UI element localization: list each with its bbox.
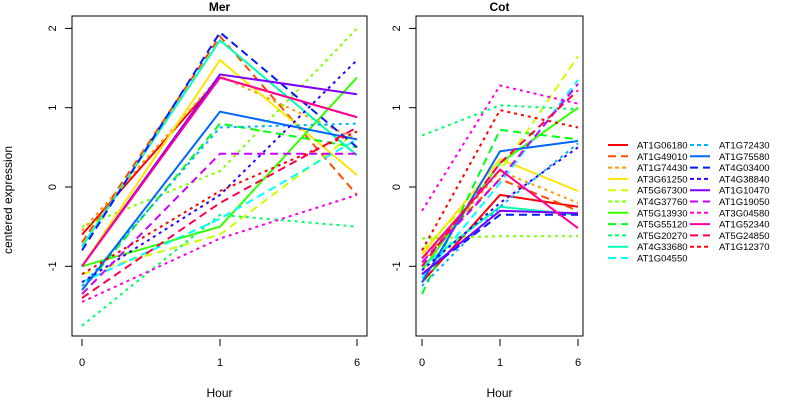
legend-label: AT5G67300 (637, 186, 688, 197)
legend-label: AT1G19050 (719, 197, 770, 208)
legend-label: AT1G12370 (719, 242, 770, 253)
series-line-at4g38840 (421, 146, 579, 272)
legend-item: AT4G37760 (608, 197, 688, 208)
legend-item: AT5G55120 (608, 220, 688, 231)
legend-item: AT1G72430 (690, 141, 770, 152)
legend-item: AT1G06180 (608, 141, 688, 152)
legend-item: AT3G61250 (608, 174, 688, 185)
series-line-at5g20270 (81, 213, 358, 327)
legend-label: AT3G04580 (719, 208, 770, 219)
series-line-at1g75580 (421, 140, 579, 283)
legend-label: AT1G04550 (637, 254, 688, 265)
series-line-at5g20270 (421, 104, 579, 137)
series-line-at1g52340 (81, 76, 358, 267)
y-tick-label: 1 (47, 105, 59, 111)
legend-item: AT1G19050 (690, 197, 770, 208)
legend-item: AT4G38840 (690, 174, 770, 185)
x-axis-title: Hour (206, 386, 232, 400)
legend-item: AT1G52340 (690, 220, 770, 231)
series-line-at5g13930 (81, 76, 358, 268)
y-tick-label: 1 (391, 105, 403, 111)
x-tick-label: 0 (79, 357, 85, 369)
series-line-at5g13930 (421, 106, 579, 271)
series-line-at3g61250 (81, 58, 358, 267)
legend-item: AT1G12370 (690, 242, 770, 253)
legend-label: AT4G33680 (637, 242, 688, 253)
y-tick-label: -1 (391, 261, 403, 271)
series-line-at1g72430 (421, 142, 579, 287)
legend-label: AT1G75580 (719, 152, 770, 163)
series-line-at1g49010 (421, 177, 579, 260)
plot-frame (71, 15, 368, 337)
plot-frame (415, 15, 584, 337)
y-axis-title: centered expression (1, 146, 15, 254)
series-line-at4g37760 (81, 27, 358, 228)
x-tick-label: 0 (419, 357, 425, 369)
series-line-at3g04580 (421, 84, 579, 212)
series-line-at3g61250 (421, 157, 579, 256)
legend-item: AT1G75580 (690, 152, 770, 163)
legend-item: AT5G24850 (690, 231, 770, 242)
legend-item: AT1G74430 (608, 163, 688, 174)
series-line-at1g49010 (81, 34, 358, 244)
x-tick-label: 1 (497, 357, 503, 369)
panel-mer: Mer -1 0 1 2 0 1 6 Hour (47, 0, 368, 400)
series-line-at1g19050 (81, 152, 357, 295)
legend-item: AT4G03400 (690, 163, 770, 174)
legend-label: AT3G61250 (637, 174, 688, 185)
series-line-at4g38840 (81, 59, 358, 284)
legend-label: AT1G10470 (719, 186, 770, 197)
series-line-at1g75580 (81, 110, 358, 291)
series-line-at5g55120 (81, 122, 358, 291)
y-tick-label: 2 (391, 25, 403, 31)
series-line-at1g72430 (81, 122, 358, 287)
legend-item: AT5G13930 (608, 208, 688, 219)
legend-label: AT5G24850 (719, 231, 770, 242)
legend-item: AT4G33680 (608, 242, 688, 253)
legend-label: AT1G49010 (637, 152, 688, 163)
series-line-at4g03400 (81, 30, 358, 251)
series-line-at5g67300 (81, 130, 358, 276)
legend-label: AT4G38840 (719, 174, 770, 185)
series-line-at5g24850 (421, 89, 579, 267)
legend-label: AT4G37760 (637, 197, 688, 208)
panels: Mer -1 0 1 2 0 1 6 Hour Cot -1 0 1 2 0 1 6 Hour (47, 0, 584, 400)
x-axis-title: Hour (486, 386, 512, 400)
legend-label: AT5G20270 (637, 231, 688, 242)
series-line-at1g10470 (421, 209, 579, 275)
y-tick-label: 2 (47, 25, 59, 31)
panel-cot: Cot -1 0 1 2 0 1 6 Hour (391, 0, 584, 400)
panel-title: Mer (209, 0, 231, 14)
legend-label: AT1G06180 (637, 141, 688, 152)
legend-item: AT5G20270 (608, 231, 688, 242)
series-line-at3g04580 (81, 193, 358, 303)
legend-item: AT1G49010 (608, 152, 688, 163)
series-line-at1g52340 (421, 168, 579, 260)
y-tick-label: 0 (391, 184, 403, 190)
panel-title: Cot (490, 0, 510, 14)
legend-item: AT1G10470 (690, 186, 770, 197)
legend-item: AT1G04550 (608, 254, 688, 265)
legend-item: AT5G67300 (608, 186, 688, 197)
legend: AT1G06180AT1G49010AT1G74430AT3G61250AT5G… (608, 141, 770, 265)
series-line-at5g24850 (81, 126, 358, 299)
x-tick-label: 1 (217, 357, 223, 369)
series-line-at5g55120 (421, 128, 579, 295)
legend-label: AT1G72430 (719, 141, 770, 152)
series-line-at4g03400 (421, 213, 578, 275)
x-tick-label: 6 (575, 357, 581, 369)
series-line-at4g37760 (421, 235, 578, 240)
y-tick-label: -1 (47, 261, 59, 271)
y-tick-label: 0 (47, 184, 59, 190)
legend-item: AT3G04580 (690, 208, 770, 219)
x-tick-label: 6 (354, 357, 360, 369)
legend-label: AT1G74430 (637, 163, 688, 174)
legend-label: AT1G52340 (719, 220, 770, 231)
legend-label: AT5G13930 (637, 208, 688, 219)
series-line-at1g12370 (81, 130, 358, 276)
legend-label: AT5G55120 (637, 220, 688, 231)
legend-label: AT4G03400 (719, 163, 770, 174)
